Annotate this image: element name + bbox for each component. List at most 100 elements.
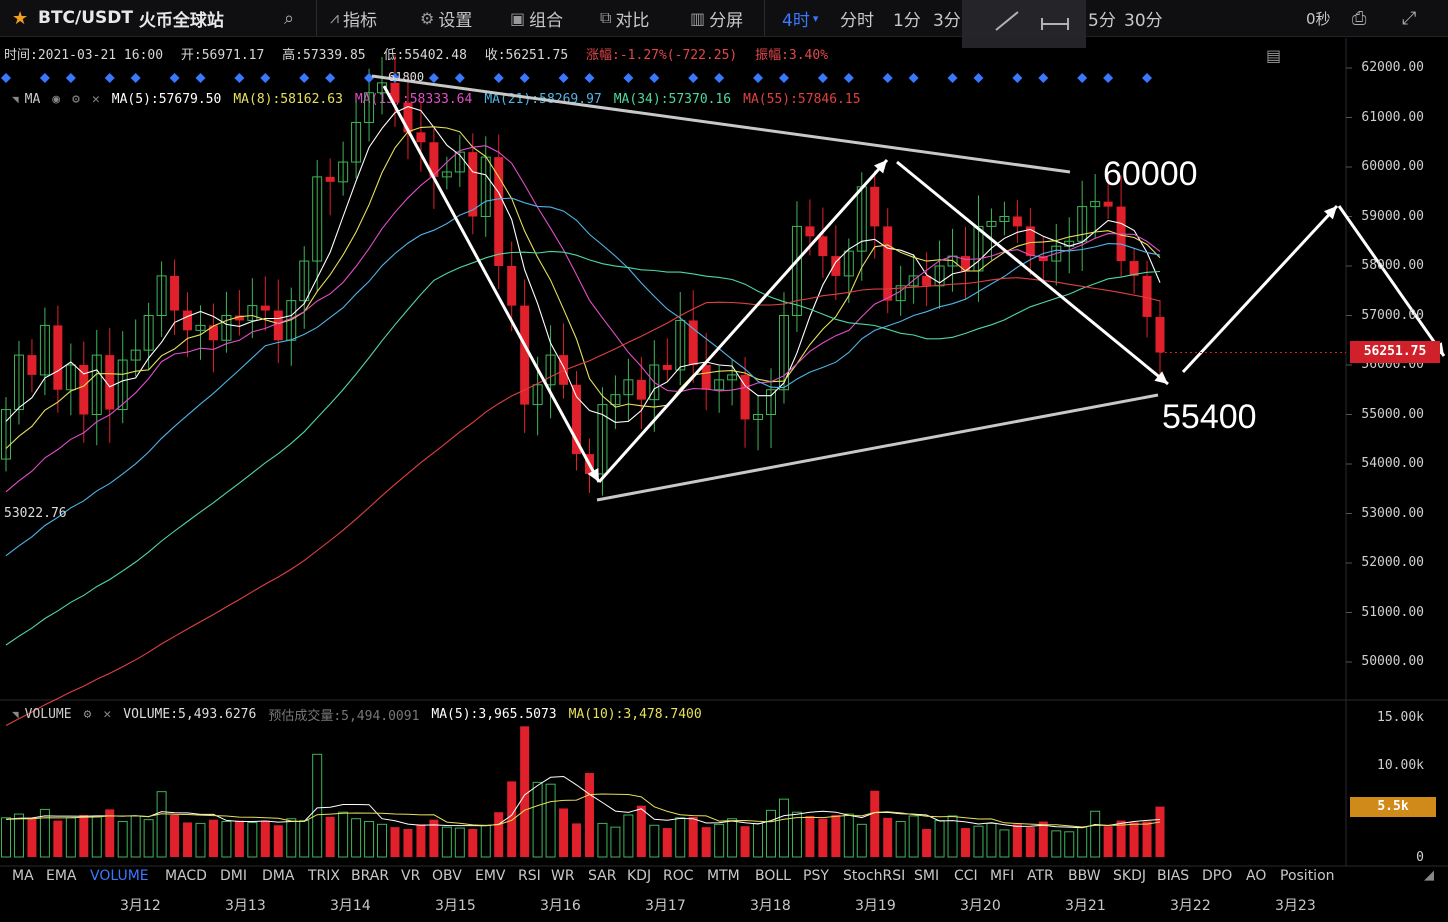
ma55-value: MA(55):57846.15	[743, 92, 861, 107]
indicator-tab-atr[interactable]: ATR	[1027, 868, 1054, 884]
volume-bar	[1116, 820, 1126, 857]
indicator-tab-position[interactable]: Position	[1280, 868, 1335, 884]
horizontal-range-tool[interactable]	[1024, 0, 1086, 48]
collapse-arrow-icon[interactable]: ◥	[12, 708, 19, 721]
compare-label: 对比	[615, 10, 650, 31]
signal-diamond	[623, 73, 634, 83]
indicator-tab-boll[interactable]: BOLL	[755, 868, 791, 884]
volume-legend: ◥ VOLUME ⚙ ✕ VOLUME:5,493.6276 预估成交量:5,4…	[12, 705, 714, 724]
candle-body	[170, 275, 180, 311]
volume-bar	[791, 811, 802, 858]
candle-body	[766, 389, 777, 415]
candle-body	[494, 157, 504, 266]
signal-diamond	[1142, 73, 1153, 83]
time-axis-label: 3月14	[330, 898, 371, 914]
gear-icon[interactable]: ⚙	[83, 707, 92, 722]
candle-body	[156, 275, 167, 316]
indicator-tab-bbw[interactable]: BBW	[1068, 868, 1101, 884]
indicator-button[interactable]: ⩘ 指标	[330, 0, 377, 36]
volume-bar	[908, 815, 919, 858]
info-low: 低:55402.48	[383, 48, 467, 63]
trend-line-tool[interactable]	[962, 0, 1022, 48]
interval-1m[interactable]: 1分	[893, 10, 921, 31]
indicator-tab-bias[interactable]: BIAS	[1157, 868, 1190, 884]
collapse-arrow-icon[interactable]: ◥	[12, 93, 19, 106]
signal-diamond	[104, 73, 115, 83]
resize-handle-icon[interactable]: ◢	[1424, 868, 1434, 883]
volume-bar	[377, 823, 388, 858]
volume-bar	[480, 824, 491, 858]
time-axis-label: 3月15	[435, 898, 476, 914]
interval-3m[interactable]: 3分	[933, 10, 961, 31]
signal-diamond	[1038, 73, 1049, 83]
indicator-tab-ma[interactable]: MA	[12, 868, 34, 884]
indicator-tab-bar: MA EMA VOLUME MACD DMI DMA TRIX BRAR VR OBV EMV RSI…	[0, 866, 1448, 888]
close-icon[interactable]: ✕	[91, 92, 100, 107]
gear-icon[interactable]: ⚙	[72, 92, 80, 107]
arrow-up-2-head	[1323, 206, 1337, 220]
settings-label: 设置	[438, 10, 473, 31]
combo-button[interactable]: ▣ 组合	[510, 0, 563, 36]
indicator-tab-volume[interactable]: VOLUME	[90, 868, 149, 884]
candle-body	[1129, 261, 1139, 276]
time-axis-label: 3月22	[1170, 898, 1211, 914]
indicator-tab-vr[interactable]: VR	[401, 868, 421, 884]
camera-icon[interactable]: ⎙	[1352, 7, 1367, 29]
symbol-title[interactable]: BTC/USDT 火币全球站	[38, 0, 224, 36]
candle-body	[183, 310, 193, 331]
close-icon[interactable]: ✕	[103, 707, 112, 722]
volume-bar	[532, 781, 543, 858]
interval-timeline[interactable]: 分时	[840, 10, 874, 31]
interval-5m[interactable]: 5分	[1088, 0, 1116, 36]
eye-icon[interactable]: ◉	[52, 92, 61, 107]
split-screen-button[interactable]: ▥ 分屏	[690, 0, 743, 36]
indicator-tab-kdj[interactable]: KDJ	[627, 868, 652, 884]
indicator-tab-cci[interactable]: CCI	[954, 868, 978, 884]
volume-bar	[91, 816, 102, 858]
favorite-star-icon[interactable]: ★	[12, 7, 29, 29]
indicator-tab-emv[interactable]: EMV	[475, 868, 506, 884]
interval-4h[interactable]: 4时 ▾	[782, 0, 818, 36]
indicator-tab-psy[interactable]: PSY	[803, 868, 829, 884]
indicator-tab-brar[interactable]: BRAR	[351, 868, 390, 884]
indicator-tab-sar[interactable]: SAR	[588, 868, 617, 884]
volume-bar	[740, 826, 750, 857]
settings-button[interactable]: ⚙ 设置	[420, 0, 472, 36]
indicator-tab-dma[interactable]: DMA	[262, 868, 295, 884]
indicator-tab-mtm[interactable]: MTM	[707, 868, 740, 884]
fullscreen-icon[interactable]: ⤢	[1402, 7, 1417, 29]
compare-button[interactable]: ⧉ 对比	[600, 0, 649, 36]
indicator-tab-stochrsi[interactable]: StochRSI	[843, 868, 906, 884]
indicator-tab-mfi[interactable]: MFI	[990, 868, 1015, 884]
volume-bar	[65, 817, 76, 858]
indicator-tab-ema[interactable]: EMA	[46, 868, 77, 884]
ma8-value: MA(8):58162.63	[233, 92, 343, 107]
time-axis-label: 3月20	[960, 898, 1001, 914]
calendar-icon[interactable]: ▤	[1266, 46, 1282, 65]
indicator-tab-dpo[interactable]: DPO	[1202, 868, 1233, 884]
indicator-tab-skdj[interactable]: SKDJ	[1113, 868, 1146, 884]
candle-body	[117, 359, 128, 411]
indicator-tab-roc[interactable]: ROC	[663, 868, 694, 884]
candle-body	[1, 409, 11, 460]
indicator-tab-wr[interactable]: WR	[551, 868, 575, 884]
volume-bar	[649, 824, 660, 858]
volume-bar	[441, 826, 452, 858]
price-axis-label: 62000.00	[1361, 60, 1424, 75]
indicator-tab-rsi[interactable]: RSI	[518, 868, 541, 884]
candle-body	[934, 265, 945, 287]
volume-bar	[79, 815, 89, 857]
candle-body	[105, 355, 115, 410]
indicator-tab-dmi[interactable]: DMI	[220, 868, 247, 884]
signal-diamond	[688, 73, 699, 83]
indicator-tab-ao[interactable]: AO	[1246, 868, 1267, 884]
indicator-tab-macd[interactable]: MACD	[165, 868, 207, 884]
indicator-tab-obv[interactable]: OBV	[432, 868, 462, 884]
volume-bar	[883, 817, 893, 857]
search-icon[interactable]: ⌕	[284, 7, 295, 29]
volume-bar	[805, 815, 815, 857]
indicator-tab-smi[interactable]: SMI	[914, 868, 940, 884]
indicator-tab-trix[interactable]: TRIX	[308, 868, 340, 884]
interval-4h-label: 4时	[782, 10, 810, 31]
interval-30m[interactable]: 30分	[1124, 10, 1163, 31]
